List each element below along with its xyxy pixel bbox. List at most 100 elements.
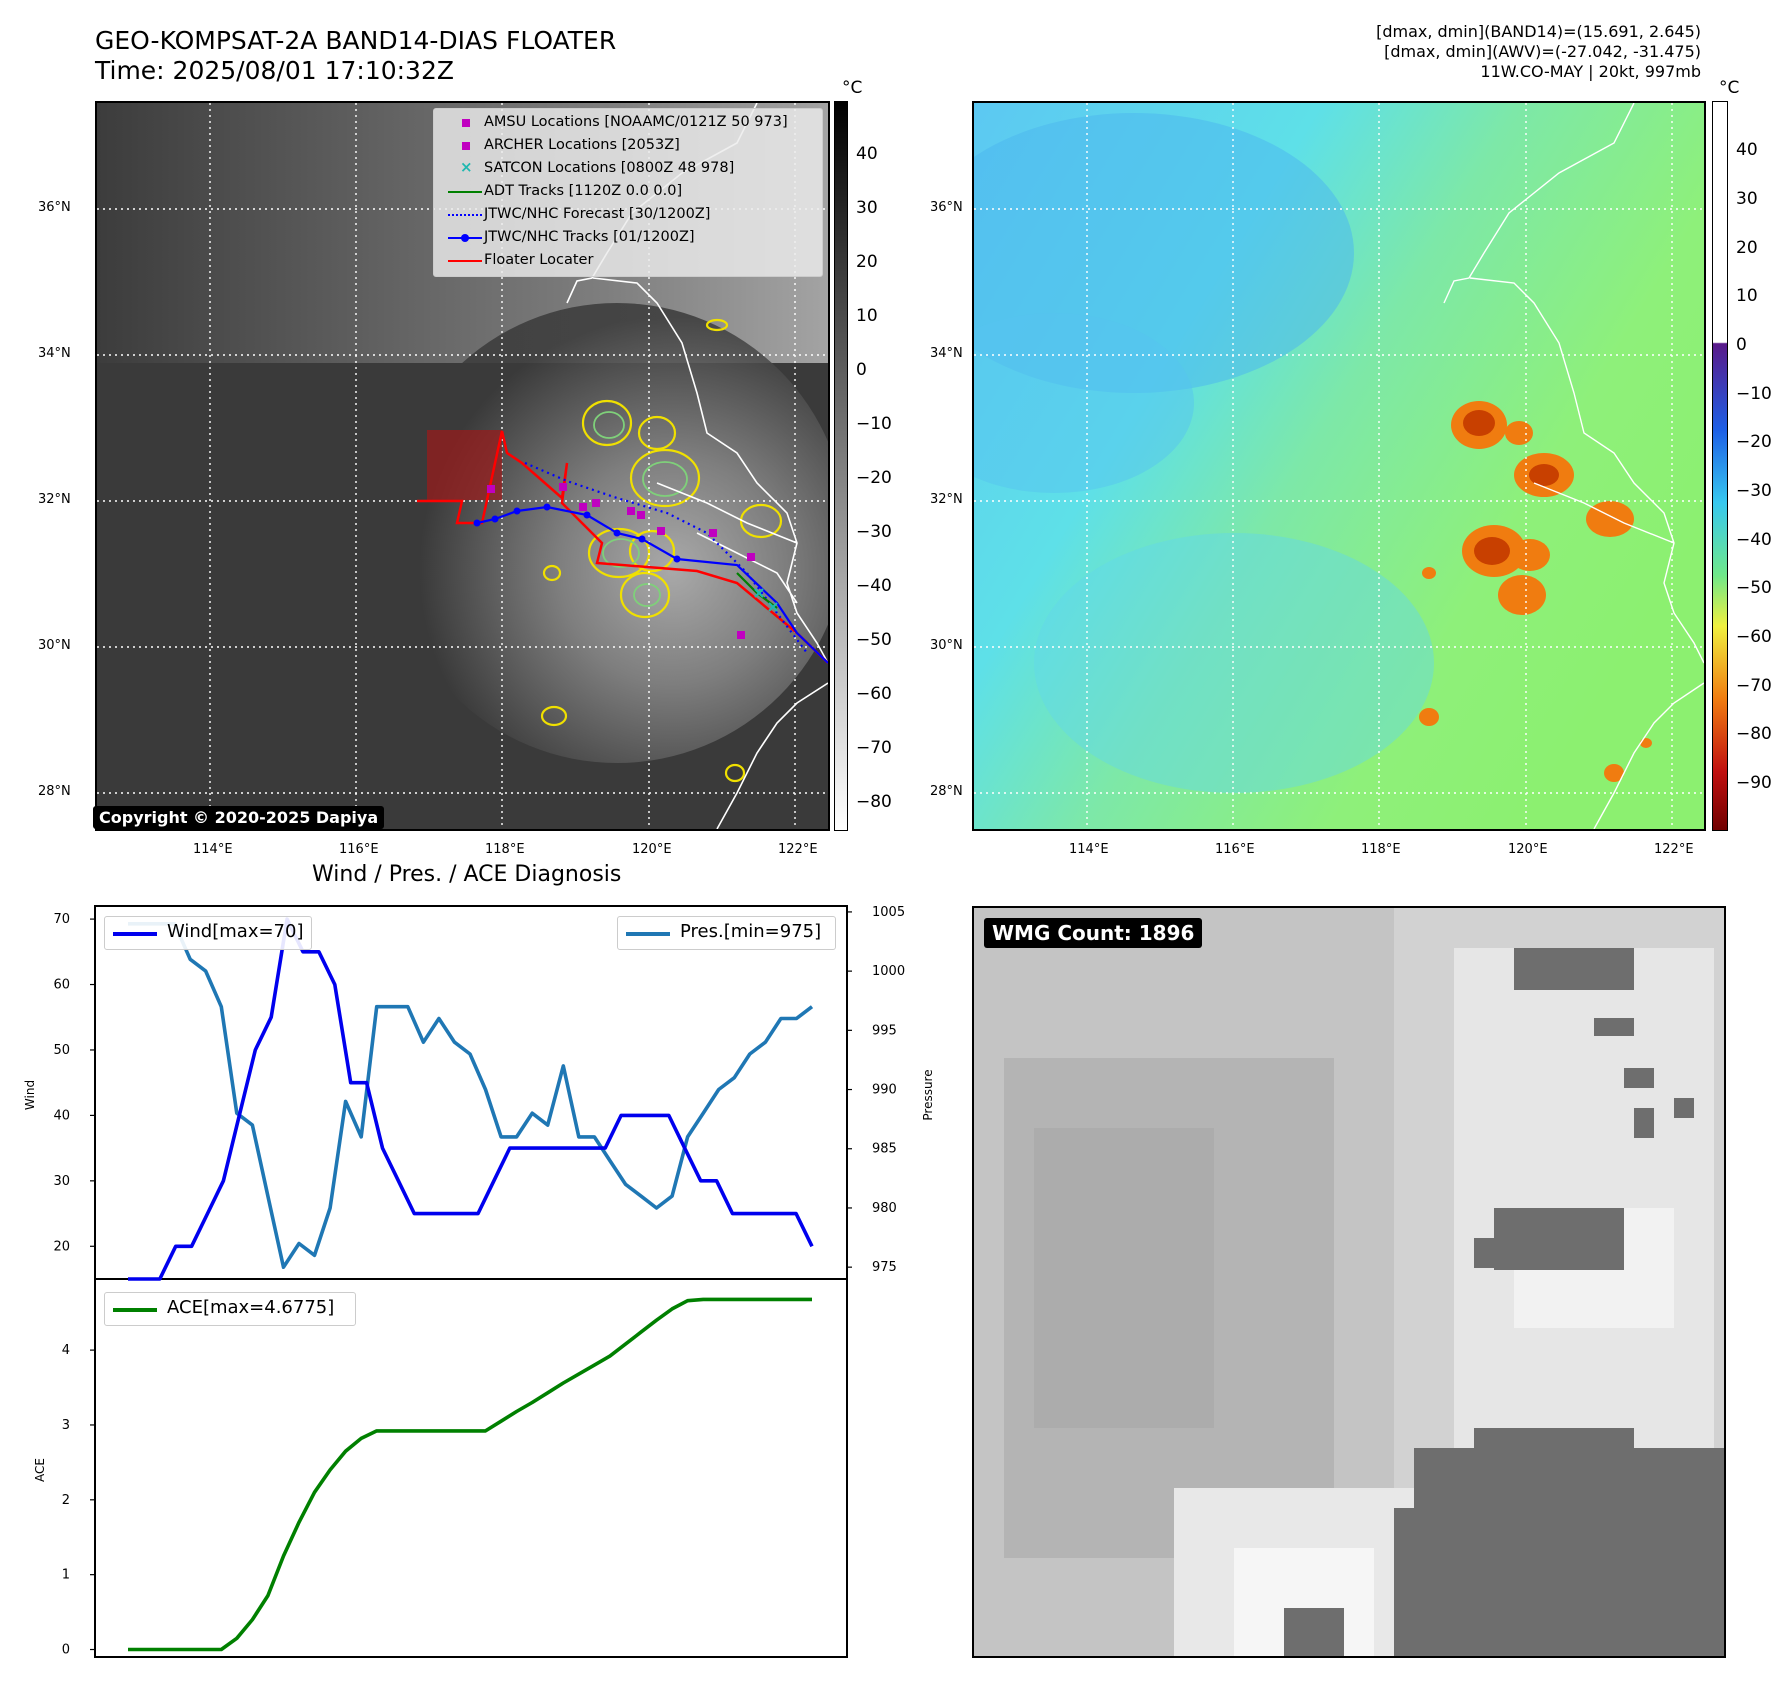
legend-label: ACE[max=4.6775] <box>167 1297 335 1318</box>
ir-cbar-tick: −20 <box>856 468 892 488</box>
ace-tick-label: 2 <box>62 1493 70 1508</box>
wmg-panel <box>972 906 1726 1658</box>
ace-axes <box>94 1278 848 1658</box>
legend-item-archer: ARCHER Locations [2053Z] <box>434 135 822 157</box>
info-awv-range: [dmax, dmin](AWV)=(-27.042, -31.475) <box>1384 42 1701 61</box>
ace-series-line <box>128 1297 812 1652</box>
lon-label: 120°E <box>1508 842 1548 857</box>
legend-label: JTWC/NHC Forecast [30/1200Z] <box>484 206 711 222</box>
diagnosis-chart: 20 30 40 50 60 70 975 980 985 990 995 1000 1005 0 1 2 3 4… <box>23 905 935 1658</box>
wind-tick-label: 70 <box>53 912 70 927</box>
legend-item-satcon: × SATCON Locations [0800Z 48 978] <box>434 158 822 180</box>
wind-series-line <box>128 917 814 1281</box>
awv-cbar-tick: 40 <box>1736 140 1758 160</box>
lon-label: 116°E <box>339 842 379 857</box>
lat-label: 28°N <box>930 784 963 799</box>
ace-tick-label: 3 <box>62 1418 70 1433</box>
pressure-tick-label: 985 <box>872 1142 897 1157</box>
legend-item-track: JTWC/NHC Tracks [01/1200Z] <box>434 227 822 249</box>
legend-label: Floater Locater <box>484 252 594 268</box>
legend-wind: Wind[max=70] <box>104 916 312 950</box>
pressure-tick-label: 980 <box>872 1201 897 1216</box>
legend-ace: ACE[max=4.6775] <box>104 1292 356 1326</box>
ace-tick-label: 4 <box>62 1343 70 1358</box>
wind-pressure-axes <box>94 905 848 1280</box>
legend-label: SATCON Locations [0800Z 48 978] <box>484 160 735 176</box>
ace-axis-label: ACE <box>33 1458 47 1482</box>
figure-title-line2: Time: 2025/08/01 17:10:32Z <box>95 56 454 85</box>
awv-cbar-tick: 10 <box>1736 286 1758 306</box>
ir-cbar-tick: −60 <box>856 684 892 704</box>
diagnosis-title: Wind / Pres. / ACE Diagnosis <box>312 862 622 887</box>
awv-cbar-tick: −50 <box>1736 578 1772 598</box>
square-marker-icon <box>462 142 470 150</box>
wind-tick-label: 60 <box>53 978 70 993</box>
wmg-count-badge: WMG Count: 1896 <box>984 918 1203 948</box>
lat-label: 34°N <box>930 346 963 361</box>
info-storm: 11W.CO-MAY | 20kt, 997mb <box>1480 62 1701 81</box>
line-swatch-icon <box>626 932 670 936</box>
ir-cbar-tick: −80 <box>856 792 892 812</box>
ir-cbar-tick: −50 <box>856 630 892 650</box>
wind-tick-label: 20 <box>53 1239 70 1254</box>
legend-label: AMSU Locations [NOAAMC/0121Z 50 973] <box>484 114 788 130</box>
pressure-axis-label: Pressure <box>921 1069 935 1120</box>
ir-cbar-tick: 20 <box>856 252 878 272</box>
lat-label: 36°N <box>38 200 71 215</box>
wind-tick-label: 40 <box>53 1108 70 1123</box>
legend-label: Wind[max=70] <box>167 921 304 942</box>
awv-cbar-tick: −60 <box>1736 627 1772 647</box>
legend-label: Pres.[min=975] <box>680 921 822 942</box>
figure-info: [dmax, dmin](BAND14)=(15.691, 2.645) [dm… <box>1376 22 1701 82</box>
pressure-series-line <box>128 921 814 1270</box>
pressure-tick-label: 990 <box>872 1083 897 1098</box>
ir-cbar-tick: −40 <box>856 576 892 596</box>
wind-axis-label: Wind <box>23 1080 37 1110</box>
awv-cbar-tick: −30 <box>1736 481 1772 501</box>
ir-legend: AMSU Locations [NOAAMC/0121Z 50 973] ARC… <box>433 108 823 277</box>
lon-label: 116°E <box>1215 842 1255 857</box>
awv-cbar-tick: 30 <box>1736 189 1758 209</box>
figure-title-line1: GEO-KOMPSAT-2A BAND14-DIAS FLOATER <box>95 26 617 55</box>
awv-cbar-tick: −10 <box>1736 384 1772 404</box>
copyright-badge: Copyright © 2020-2025 Dapiya <box>93 806 385 829</box>
pressure-tick-label: 995 <box>872 1023 897 1038</box>
solid-line-icon <box>448 191 482 193</box>
lon-label: 122°E <box>1654 842 1694 857</box>
lat-label: 32°N <box>930 492 963 507</box>
awv-map-panel <box>972 101 1706 831</box>
square-marker-icon <box>462 119 470 127</box>
ir-cbar-tick: 10 <box>856 306 878 326</box>
awv-cbar-tick: 0 <box>1736 335 1747 355</box>
lon-label: 120°E <box>632 842 672 857</box>
ace-tick-label: 0 <box>62 1643 70 1658</box>
ir-cbar-tick: −10 <box>856 414 892 434</box>
info-band14-range: [dmax, dmin](BAND14)=(15.691, 2.645) <box>1376 22 1701 41</box>
lon-label: 114°E <box>193 842 233 857</box>
ir-colorbar <box>834 101 848 831</box>
pressure-tick-label: 1005 <box>872 905 905 920</box>
lat-label: 28°N <box>38 784 71 799</box>
awv-colorbar-unit: °C <box>1719 78 1740 98</box>
ir-colorbar-unit: °C <box>842 78 863 98</box>
lat-label: 30°N <box>38 638 71 653</box>
legend-label: JTWC/NHC Tracks [01/1200Z] <box>484 229 695 245</box>
wmg-image <box>974 908 1724 1656</box>
legend-label: ARCHER Locations [2053Z] <box>484 137 680 153</box>
lat-label: 34°N <box>38 346 71 361</box>
x-marker-icon: × <box>460 158 473 176</box>
dotted-line-icon <box>448 214 482 216</box>
awv-cbar-tick: −20 <box>1736 432 1772 452</box>
lat-label: 32°N <box>38 492 71 507</box>
lat-label: 30°N <box>930 638 963 653</box>
wind-tick-label: 50 <box>53 1043 70 1058</box>
legend-label: ADT Tracks [1120Z 0.0 0.0] <box>484 183 683 199</box>
awv-cbar-tick: −70 <box>1736 676 1772 696</box>
lon-label: 122°E <box>778 842 818 857</box>
line-swatch-icon <box>113 1308 157 1312</box>
ir-cbar-tick: −30 <box>856 522 892 542</box>
ir-cbar-tick: 0 <box>856 360 867 380</box>
lon-label: 114°E <box>1069 842 1109 857</box>
legend-item-floater: Floater Locater <box>434 250 822 272</box>
wind-tick-label: 30 <box>53 1174 70 1189</box>
